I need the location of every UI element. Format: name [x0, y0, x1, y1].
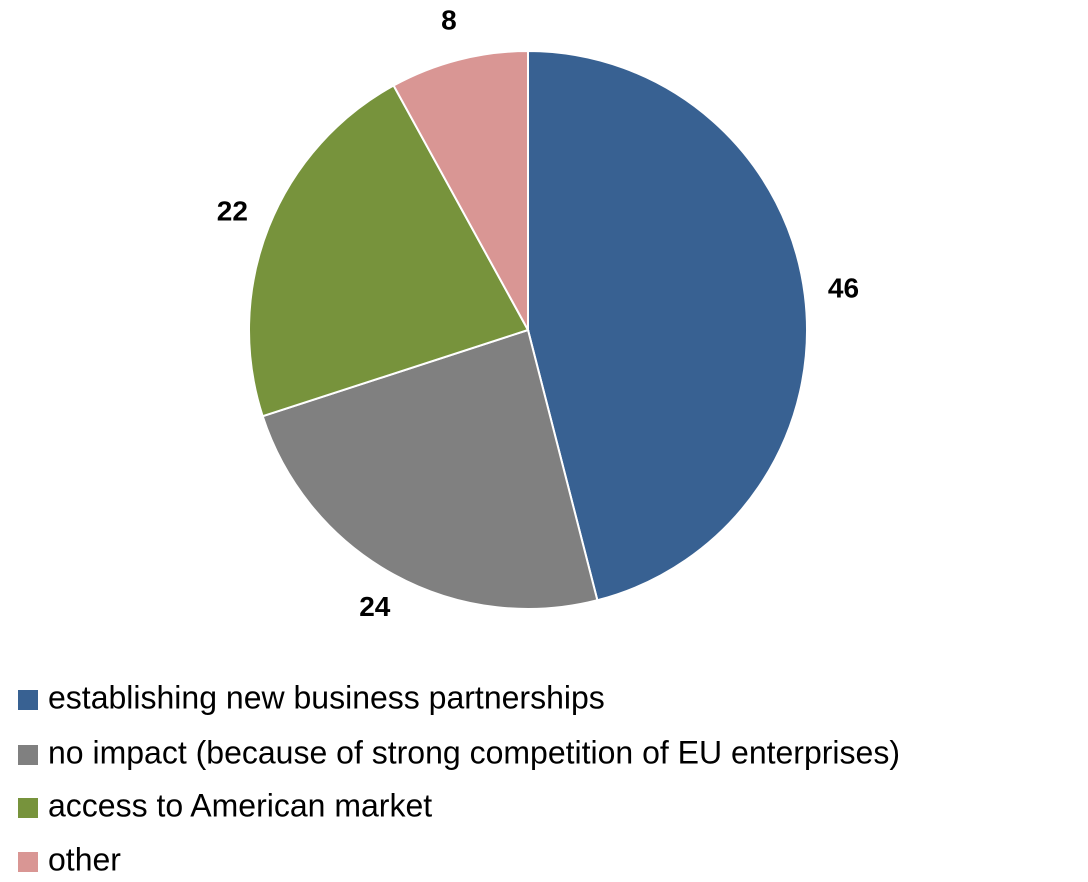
legend-swatch	[18, 745, 38, 765]
legend-swatch	[18, 690, 38, 710]
legend-label: no impact (because of strong competition…	[48, 734, 900, 770]
legend-label: other	[48, 841, 121, 877]
pie-slice	[261, 328, 599, 610]
pie-slice	[392, 49, 529, 331]
legend-label: establishing new business partnerships	[48, 679, 605, 715]
data-label: 24	[359, 591, 391, 622]
pie-slice	[527, 49, 808, 602]
data-label: 8	[441, 4, 457, 35]
data-label: 22	[217, 195, 248, 226]
pie-slice	[248, 84, 530, 418]
legend-swatch	[18, 798, 38, 818]
data-label: 46	[828, 273, 859, 304]
legend-swatch	[18, 852, 38, 872]
legend-label: access to American market	[48, 787, 432, 823]
